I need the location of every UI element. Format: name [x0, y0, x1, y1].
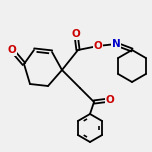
Text: O: O [72, 29, 80, 39]
Text: O: O [94, 41, 102, 51]
Text: O: O [106, 95, 114, 105]
Text: O: O [8, 45, 16, 55]
Text: N: N [112, 39, 120, 49]
